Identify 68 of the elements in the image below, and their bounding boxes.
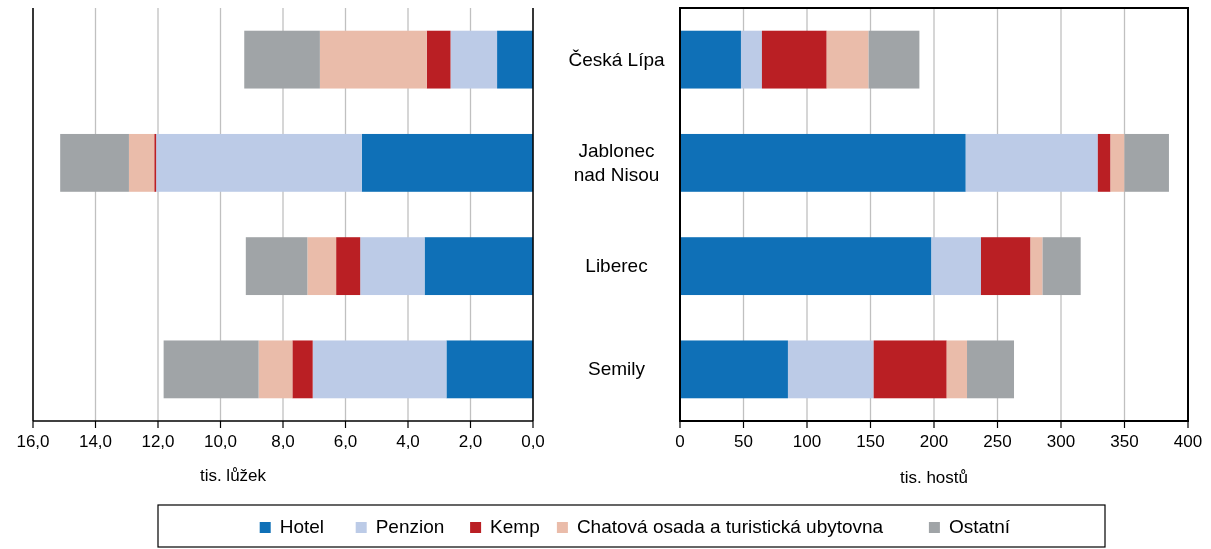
bar <box>787 340 874 399</box>
bar <box>680 340 788 399</box>
x-tick-label: 8,0 <box>271 432 295 451</box>
legend-label: Ostatní <box>948 516 1011 537</box>
bar <box>931 237 981 296</box>
x-tick-label: 250 <box>983 432 1012 451</box>
x-axis-title: tis. lůžek <box>199 466 267 485</box>
x-tick-label: 50 <box>734 432 753 451</box>
bar <box>424 237 533 296</box>
bar <box>740 30 762 89</box>
x-tick-label: 12,0 <box>141 432 175 451</box>
bar <box>319 30 427 89</box>
legend-label: Hotel <box>279 516 325 537</box>
x-tick-label: 6,0 <box>333 432 358 451</box>
bar <box>873 340 947 399</box>
x-tick-label: 14,0 <box>78 432 113 451</box>
bar <box>1110 133 1125 192</box>
legend-label: Penzion <box>375 516 445 537</box>
bar <box>60 133 129 192</box>
bar <box>967 340 1015 399</box>
y-tick-label: Jablonec nad Nisou <box>573 139 660 185</box>
bar <box>680 30 741 89</box>
bar <box>450 30 498 89</box>
bar <box>980 237 1031 296</box>
bar <box>307 237 337 296</box>
y-tick-label: Semily <box>587 358 646 380</box>
bar <box>163 340 259 399</box>
bar <box>497 30 533 89</box>
bar <box>1124 133 1169 192</box>
x-tick-label: 4,0 <box>396 432 420 451</box>
x-tick-label: 10,0 <box>203 432 238 451</box>
bar <box>680 133 966 192</box>
legend-label: Chatová osada a turistická ubytovna <box>576 516 884 537</box>
x-tick-label: 200 <box>919 432 949 451</box>
bar <box>244 30 320 89</box>
bar <box>965 133 1098 192</box>
bar <box>360 237 425 296</box>
bar <box>1097 133 1111 192</box>
x-tick-label: 0 <box>675 432 685 451</box>
bar <box>245 237 308 296</box>
bar <box>946 340 968 399</box>
bar <box>361 133 533 192</box>
x-tick-label: 100 <box>792 432 822 451</box>
bar <box>761 30 827 89</box>
x-tick-label: 150 <box>856 432 885 451</box>
x-tick-label: 16,0 <box>16 432 50 451</box>
x-axis-title: tis. hostů <box>899 468 969 487</box>
bar <box>128 133 155 192</box>
bar <box>312 340 447 399</box>
y-tick-label: Česká Lípa <box>568 48 665 70</box>
bar <box>1030 237 1043 296</box>
bar <box>292 340 313 399</box>
bar <box>868 30 920 89</box>
bar <box>258 340 293 399</box>
bar <box>680 237 932 296</box>
bar <box>336 237 361 296</box>
x-tick-label: 2,0 <box>458 432 483 451</box>
bar <box>1042 237 1081 296</box>
bar <box>826 30 869 89</box>
bar <box>426 30 451 89</box>
x-tick-label: 300 <box>1046 432 1076 451</box>
x-tick-label: 400 <box>1173 432 1203 451</box>
x-tick-label: 0,0 <box>521 432 545 451</box>
bar <box>156 133 362 192</box>
y-tick-label: Liberec <box>585 255 648 277</box>
x-tick-label: 350 <box>1110 432 1139 451</box>
legend-label: Kemp <box>490 516 540 537</box>
bar <box>446 340 533 399</box>
